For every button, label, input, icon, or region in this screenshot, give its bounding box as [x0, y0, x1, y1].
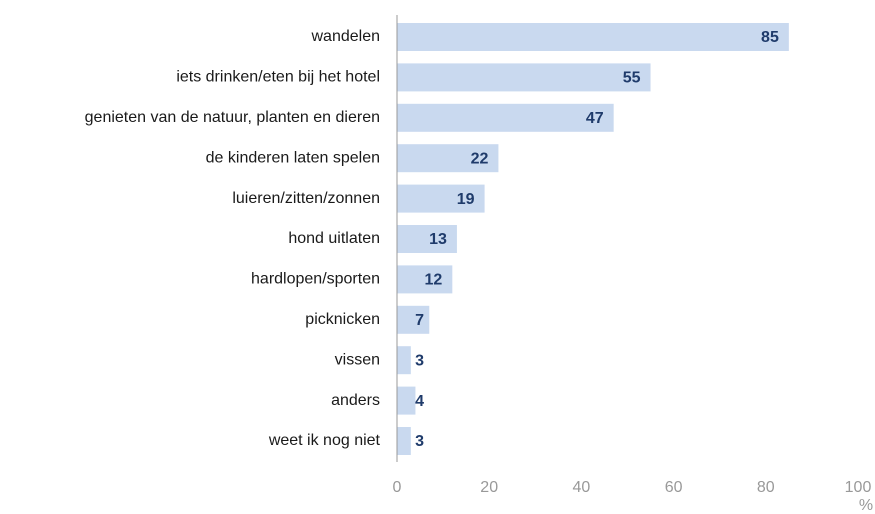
y-tick-label: weet ik nog niet [268, 432, 381, 449]
value-label: 12 [425, 272, 443, 289]
value-label: 3 [415, 433, 424, 450]
bar [397, 386, 416, 415]
y-tick-label: iets drinken/eten bij het hotel [176, 69, 380, 86]
value-label: 22 [471, 150, 489, 167]
bar [397, 265, 453, 294]
bar [397, 427, 411, 455]
x-tick-label: 80 [757, 479, 775, 496]
y-tick-label: luieren/zitten/zonnen [232, 190, 380, 207]
value-label: 55 [623, 70, 641, 87]
bar [397, 225, 457, 253]
value-label: 13 [429, 231, 447, 248]
value-label: 47 [586, 110, 604, 127]
x-tick-label: 60 [665, 479, 683, 496]
bar [397, 305, 430, 334]
bar [397, 103, 614, 132]
y-tick-label: hardlopen/sporten [251, 271, 380, 288]
y-tick-label: genieten van de natuur, planten en diere… [85, 109, 380, 126]
x-axis-label: % [859, 497, 873, 514]
bar [397, 346, 411, 375]
bar [397, 144, 499, 173]
y-tick-label: anders [331, 392, 380, 409]
bar [397, 184, 485, 213]
bar [397, 23, 789, 51]
value-label: 19 [457, 191, 475, 208]
y-tick-label: wandelen [311, 28, 381, 45]
value-label: 85 [761, 29, 779, 46]
x-tick-label: 20 [480, 479, 498, 496]
y-tick-label: hond uitlaten [288, 230, 380, 247]
x-tick-label: 0 [393, 479, 402, 496]
value-label: 4 [415, 393, 424, 410]
y-tick-label: de kinderen laten spelen [206, 149, 380, 166]
x-tick-label: 40 [573, 479, 591, 496]
y-tick-label: picknicken [305, 311, 380, 328]
bar [397, 63, 651, 92]
value-label: 3 [415, 352, 424, 369]
value-label: 7 [415, 312, 424, 329]
y-tick-label: vissen [335, 351, 380, 368]
x-tick-label: 100 [845, 479, 872, 496]
